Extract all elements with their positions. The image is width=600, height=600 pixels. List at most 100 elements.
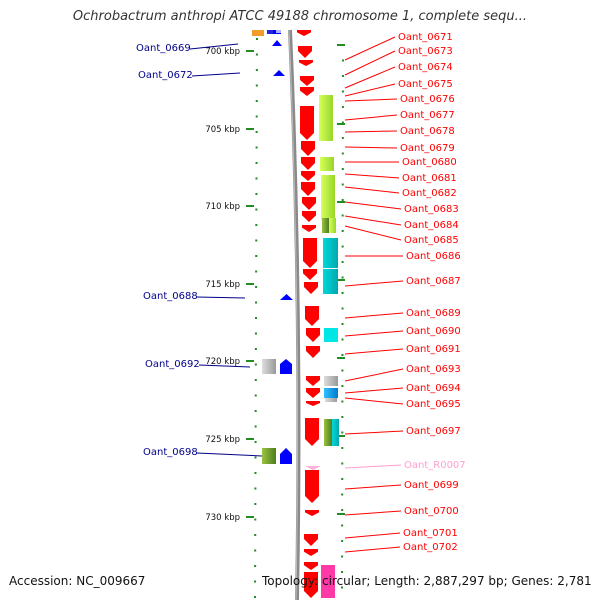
leader-line xyxy=(344,532,401,539)
scale-major-tick xyxy=(246,50,254,52)
cds-arrow xyxy=(302,225,316,232)
scale-dot xyxy=(254,534,257,536)
scale-label: 710 kbp xyxy=(205,202,240,212)
scale-major-tick xyxy=(246,438,254,440)
category-box xyxy=(262,448,276,464)
scale-label: 720 kbp xyxy=(205,357,240,367)
rna-feature xyxy=(305,466,321,470)
gene-label-oant_0677: Oant_0677 xyxy=(400,110,455,121)
cds-arrow xyxy=(301,171,315,181)
scale-dot xyxy=(255,146,258,149)
cds-arrow xyxy=(301,157,315,170)
scale-dot xyxy=(341,152,344,155)
scale-dot xyxy=(341,509,344,511)
leader-line xyxy=(344,130,398,133)
scale-dot xyxy=(255,193,258,195)
cds-arrow xyxy=(303,238,317,268)
leader-line xyxy=(344,201,402,210)
gene-label-oant_0680: Oant_0680 xyxy=(402,157,457,168)
leader-line xyxy=(196,452,263,457)
gene-label-oant_0701: Oant_0701 xyxy=(403,528,458,539)
scale-dot xyxy=(255,38,258,40)
scale-labels: 700 kbp 705 kbp 710 kbp 715 kbp 720 kbp 725 k… xyxy=(205,47,240,523)
gene-label-oant_0699: Oant_0699 xyxy=(404,480,459,491)
scale-dot xyxy=(341,307,344,310)
scale-dot xyxy=(341,121,344,124)
scale-dot xyxy=(341,540,344,542)
scale-major-tick xyxy=(337,44,345,46)
gene-label-oant_0692: Oant_0692 xyxy=(145,359,200,370)
leader-line xyxy=(344,186,400,194)
cds-arrow xyxy=(304,562,318,570)
gene-label-oant_0685: Oant_0685 xyxy=(404,235,459,246)
gene-features xyxy=(252,30,339,598)
cds-arrow xyxy=(301,141,315,156)
leader-line xyxy=(344,114,398,121)
leader-line xyxy=(344,225,402,241)
cds-arrow xyxy=(302,211,316,222)
leader-line xyxy=(344,173,400,179)
cds-arrow xyxy=(300,76,314,86)
scale-dot xyxy=(341,385,344,387)
category-box xyxy=(324,376,338,386)
scale-dot xyxy=(254,379,257,381)
scale-dot xyxy=(255,239,258,242)
scale-dot xyxy=(254,363,257,366)
cds-arrow xyxy=(305,470,319,503)
category-box xyxy=(324,388,338,398)
scale-dot xyxy=(255,84,258,87)
gene-label-oant_0695: Oant_0695 xyxy=(406,399,461,410)
cds-arrow xyxy=(306,388,320,398)
scale-dot xyxy=(254,394,257,397)
scale-label: 715 kbp xyxy=(205,280,240,290)
gene-label-oant_0674: Oant_0674 xyxy=(398,62,453,73)
category-box xyxy=(325,398,337,402)
scale-major-tick xyxy=(337,435,345,437)
category-box xyxy=(267,30,273,34)
gene-label-oant_0676: Oant_0676 xyxy=(400,94,455,105)
cds-arrow xyxy=(304,282,318,294)
leader-line xyxy=(344,98,398,102)
map-title: Ochrobactrum anthropi ATCC 49188 chromos… xyxy=(72,9,528,24)
left-gene-labels: Oant_0669 Oant_0672 Oant_0688 Oant_0692 Oant… xyxy=(136,43,200,458)
category-box xyxy=(276,30,281,33)
cds-arrow xyxy=(301,182,315,196)
scale-dot xyxy=(341,586,344,589)
category-box xyxy=(252,30,264,36)
leader-line xyxy=(344,66,396,89)
scale-dot xyxy=(341,416,344,418)
scale-major-tick xyxy=(246,128,254,130)
scale-dot xyxy=(255,131,258,133)
scale-dot xyxy=(341,555,344,558)
scale-dot xyxy=(255,270,258,273)
leader-line xyxy=(344,397,404,405)
leader-line xyxy=(344,430,404,435)
gene-label-oant_0682: Oant_0682 xyxy=(402,188,457,199)
scale-dot xyxy=(254,441,257,443)
scale-dot xyxy=(341,230,344,232)
scale-label: 730 kbp xyxy=(205,513,240,523)
scale-dot xyxy=(341,106,344,108)
leader-line xyxy=(344,36,396,61)
leader-line xyxy=(344,546,401,553)
cds-arrow xyxy=(305,306,319,326)
category-box xyxy=(329,218,336,233)
cds-arrow xyxy=(306,346,320,358)
gene-label-oant_0697: Oant_0697 xyxy=(406,426,461,437)
right-gene-labels: Oant_0671 Oant_0673 Oant_0674 Oant_0675 Oant… xyxy=(398,32,466,553)
scale-dot xyxy=(255,301,258,304)
leader-line xyxy=(344,280,404,287)
leader-line xyxy=(344,50,396,76)
category-box xyxy=(319,95,333,141)
gene-label-oant_0688: Oant_0688 xyxy=(143,291,198,302)
leader-line xyxy=(344,368,404,382)
chromosome-backbone-highlight xyxy=(288,29,298,600)
category-box xyxy=(324,328,338,342)
scale-dot xyxy=(341,571,344,573)
scale-major-tick xyxy=(337,279,345,281)
gene-label-oant_0669: Oant_0669 xyxy=(136,43,191,54)
scale-dot xyxy=(341,245,344,248)
scale-major-tick xyxy=(337,513,345,515)
